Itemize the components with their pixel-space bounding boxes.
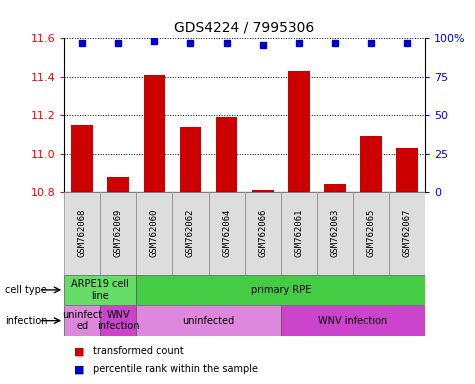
Bar (209, 192, 245, 275)
Bar (100, 192, 136, 275)
Text: cell type: cell type (5, 285, 47, 295)
Text: GSM762062: GSM762062 (186, 209, 195, 257)
Text: GSM762063: GSM762063 (331, 209, 339, 257)
Text: ■: ■ (74, 364, 84, 374)
Text: transformed count: transformed count (93, 346, 183, 356)
Bar (281, 305, 425, 336)
Title: GDS4224 / 7995306: GDS4224 / 7995306 (174, 20, 315, 35)
Text: percentile rank within the sample: percentile rank within the sample (93, 364, 257, 374)
Bar (64, 192, 100, 275)
Text: primary RPE: primary RPE (250, 285, 311, 295)
Bar (353, 192, 389, 275)
Text: GSM762067: GSM762067 (403, 209, 411, 257)
Bar (245, 192, 281, 275)
Text: WNV infection: WNV infection (318, 316, 388, 326)
Bar (288, 71, 310, 192)
Text: uninfected: uninfected (182, 316, 235, 326)
Bar (216, 117, 238, 192)
Bar (389, 192, 425, 275)
Bar (252, 190, 274, 192)
Text: uninfect
ed: uninfect ed (62, 310, 102, 331)
Bar (64, 305, 100, 336)
Text: GSM762061: GSM762061 (294, 209, 303, 257)
Text: GSM762069: GSM762069 (114, 209, 123, 257)
Bar (172, 192, 209, 275)
Text: GSM762060: GSM762060 (150, 209, 159, 257)
Bar (107, 177, 129, 192)
Bar (136, 305, 281, 336)
Text: infection: infection (5, 316, 47, 326)
Text: GSM762068: GSM762068 (78, 209, 86, 257)
Bar (360, 136, 382, 192)
Bar (324, 184, 346, 192)
Text: GSM762064: GSM762064 (222, 209, 231, 257)
Text: ■: ■ (74, 346, 84, 356)
Text: GSM762066: GSM762066 (258, 209, 267, 257)
Text: WNV
infection: WNV infection (97, 310, 140, 331)
Bar (180, 127, 201, 192)
Bar (71, 125, 93, 192)
Text: ARPE19 cell
line: ARPE19 cell line (71, 279, 129, 301)
Bar (136, 192, 172, 275)
Bar (281, 192, 317, 275)
Bar (396, 148, 418, 192)
Bar (143, 75, 165, 192)
Bar (317, 192, 353, 275)
Text: GSM762065: GSM762065 (367, 209, 375, 257)
Bar (100, 305, 136, 336)
Bar (64, 275, 136, 305)
Bar (136, 275, 425, 305)
